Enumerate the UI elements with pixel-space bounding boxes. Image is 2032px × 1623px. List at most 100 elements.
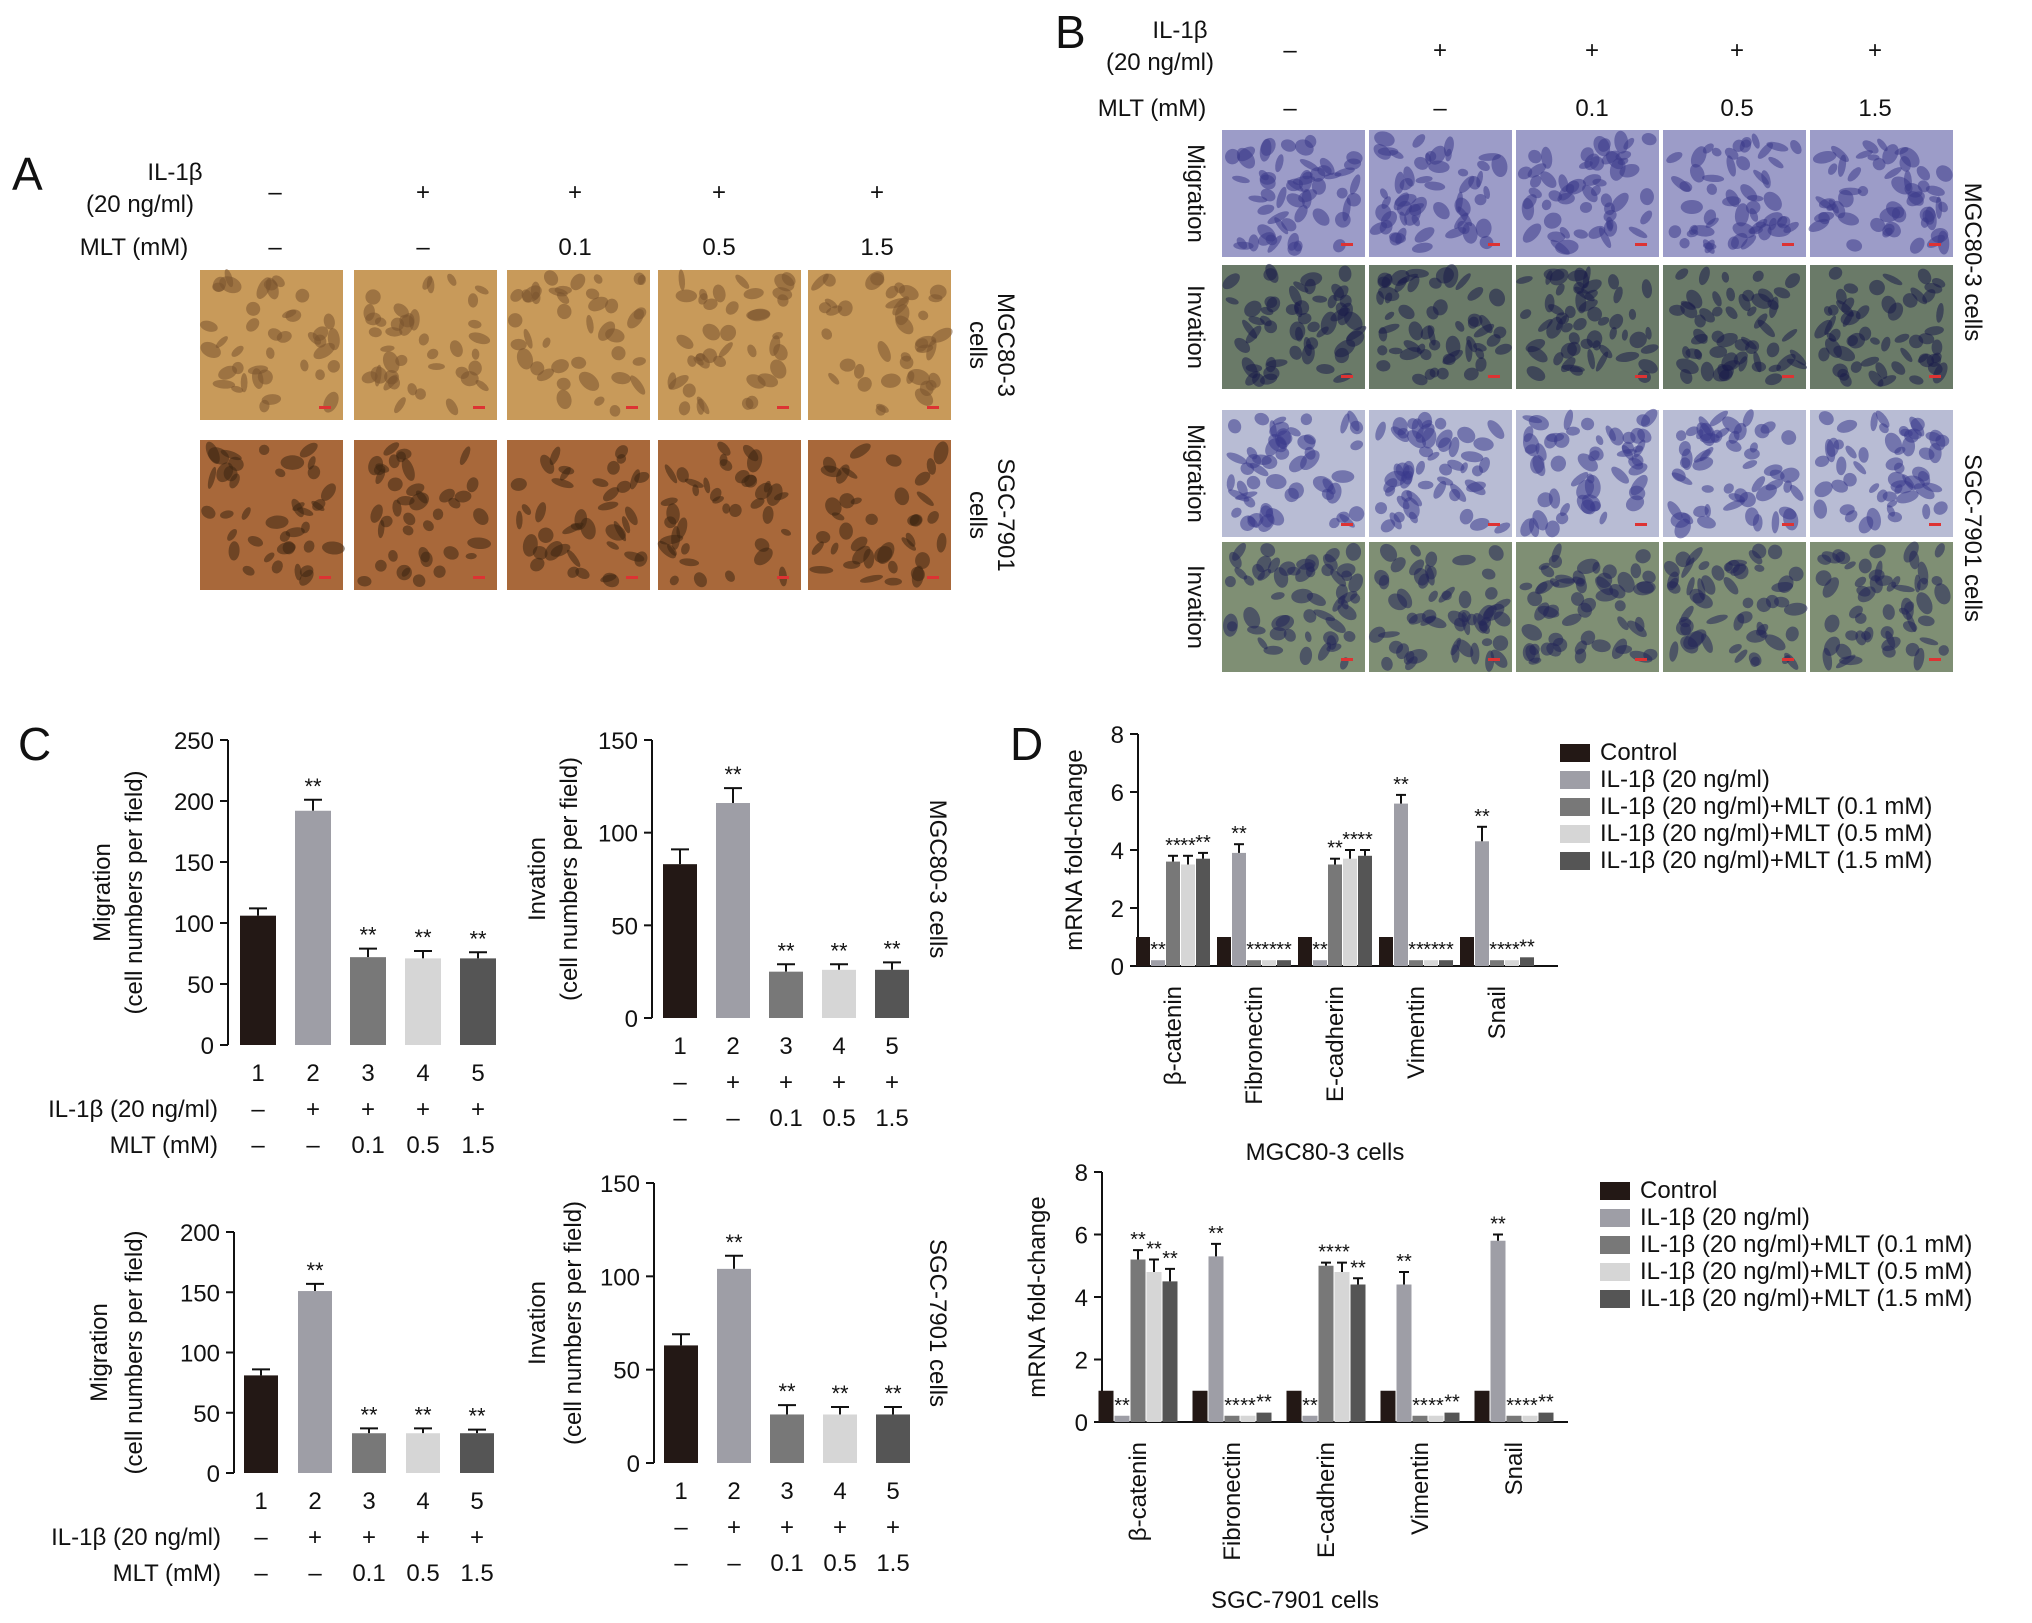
cell-blob	[1470, 642, 1480, 665]
cell-blob	[247, 536, 264, 547]
cell-blob	[1242, 319, 1258, 339]
cell-blob	[1337, 591, 1358, 605]
cell-blob	[1818, 411, 1834, 426]
cell-blob	[535, 502, 547, 523]
panel-a-micrograph	[354, 440, 497, 590]
cell-blob	[1916, 165, 1931, 181]
cell-blob	[1340, 413, 1350, 434]
cell-blob	[1615, 351, 1640, 363]
cell-blob	[1886, 505, 1895, 517]
cell-blob	[746, 309, 770, 321]
cell-blob	[1483, 185, 1491, 199]
cell-blob	[857, 377, 872, 392]
cell-blob	[1870, 337, 1880, 345]
cell-blob	[1409, 196, 1427, 216]
bar	[1318, 1265, 1334, 1422]
cell-blob	[1884, 167, 1902, 179]
cell-blob	[1870, 412, 1878, 432]
cell-blob	[459, 446, 471, 465]
cell-blob	[1900, 428, 1913, 438]
cell-blob	[1725, 189, 1740, 208]
bar	[1412, 1415, 1428, 1422]
cell-blob	[1546, 316, 1563, 339]
cell-blob	[1565, 178, 1586, 195]
cell-blob	[465, 552, 477, 560]
cell-blob	[1458, 590, 1472, 609]
cell-blob	[1380, 519, 1396, 533]
cell-blob	[1913, 647, 1925, 671]
legend-entry: Control	[1600, 739, 1677, 766]
cell-blob	[1763, 191, 1782, 211]
cell-blob	[1336, 187, 1348, 199]
cell-blob	[1669, 641, 1679, 662]
cell-blob	[1857, 586, 1876, 603]
bar	[1151, 960, 1165, 966]
cell-blob	[1420, 349, 1432, 361]
y-tick-label: 150	[598, 728, 638, 755]
cell-blob	[1615, 150, 1632, 161]
cell-blob	[246, 301, 261, 316]
cell-blob	[412, 574, 426, 587]
panel-b-micrograph	[1516, 408, 1659, 538]
cell-blob	[468, 293, 479, 308]
y-axis-label: (cell numbers per field)	[121, 1230, 148, 1474]
cell-blob	[1316, 364, 1335, 374]
y-axis-label: (cell numbers per field)	[560, 1201, 587, 1445]
cell-blob	[1445, 227, 1467, 239]
panel-a-micrograph	[507, 270, 650, 420]
cell-blob	[1836, 456, 1847, 476]
cell-blob	[1680, 199, 1703, 215]
significance-mark: **	[725, 1230, 743, 1255]
cell-blob	[1902, 293, 1918, 308]
bar	[1350, 1284, 1366, 1422]
bar	[1424, 960, 1438, 966]
cell-blob	[1925, 206, 1937, 231]
treatment-value: –	[251, 1132, 265, 1159]
cell-blob	[1553, 352, 1564, 366]
cell-blob	[927, 511, 939, 524]
cell-blob	[1753, 313, 1768, 329]
x-tick-label: E-cadherin	[1322, 986, 1349, 1102]
scale-bar	[319, 576, 331, 579]
cell-blob	[1270, 592, 1285, 600]
cell-blob	[1398, 304, 1415, 320]
legend-entry: IL-1β (20 ng/ml)+MLT (0.5 mM)	[1600, 820, 1932, 847]
panel-b-micrograph	[1369, 130, 1512, 257]
cell-blob	[1642, 570, 1656, 584]
y-tick-label: 0	[1111, 954, 1124, 981]
cell-blob	[1610, 192, 1629, 212]
treatment-value: –	[251, 1096, 265, 1123]
cell-blob	[1922, 289, 1936, 303]
bar	[1538, 1412, 1554, 1422]
cell-blob	[475, 379, 489, 392]
cell-blob	[468, 360, 482, 376]
scale-bar	[1635, 523, 1647, 526]
cell-blob	[915, 552, 930, 569]
cell-blob	[1706, 614, 1728, 625]
cell-blob	[428, 363, 445, 371]
cell-blob	[1337, 603, 1357, 621]
cell-blob	[1225, 297, 1239, 305]
cell-blob	[1455, 320, 1465, 332]
treatment-value: –	[306, 1132, 320, 1159]
panel-b-il1b-value: +	[1868, 37, 1882, 64]
cell-blob	[1267, 557, 1281, 574]
cell-blob	[1373, 143, 1391, 160]
cell-blob	[1540, 642, 1554, 656]
x-tick-label: 4	[832, 1033, 845, 1060]
legend-swatch	[1600, 1290, 1630, 1308]
cell-blob	[1429, 339, 1441, 351]
cell-blob	[1448, 436, 1460, 458]
cell-blob	[1747, 306, 1757, 317]
cell-blob	[865, 513, 878, 525]
cell-blob	[1384, 311, 1395, 320]
cell-blob	[1457, 426, 1476, 444]
cell-blob	[1628, 308, 1637, 320]
cell-blob	[1259, 315, 1272, 327]
cell-blob	[1693, 328, 1708, 344]
cell-blob	[754, 547, 773, 566]
cell-blob	[1636, 581, 1654, 594]
significance-mark: **	[1412, 1395, 1428, 1417]
significance-mark: **	[1342, 829, 1358, 851]
